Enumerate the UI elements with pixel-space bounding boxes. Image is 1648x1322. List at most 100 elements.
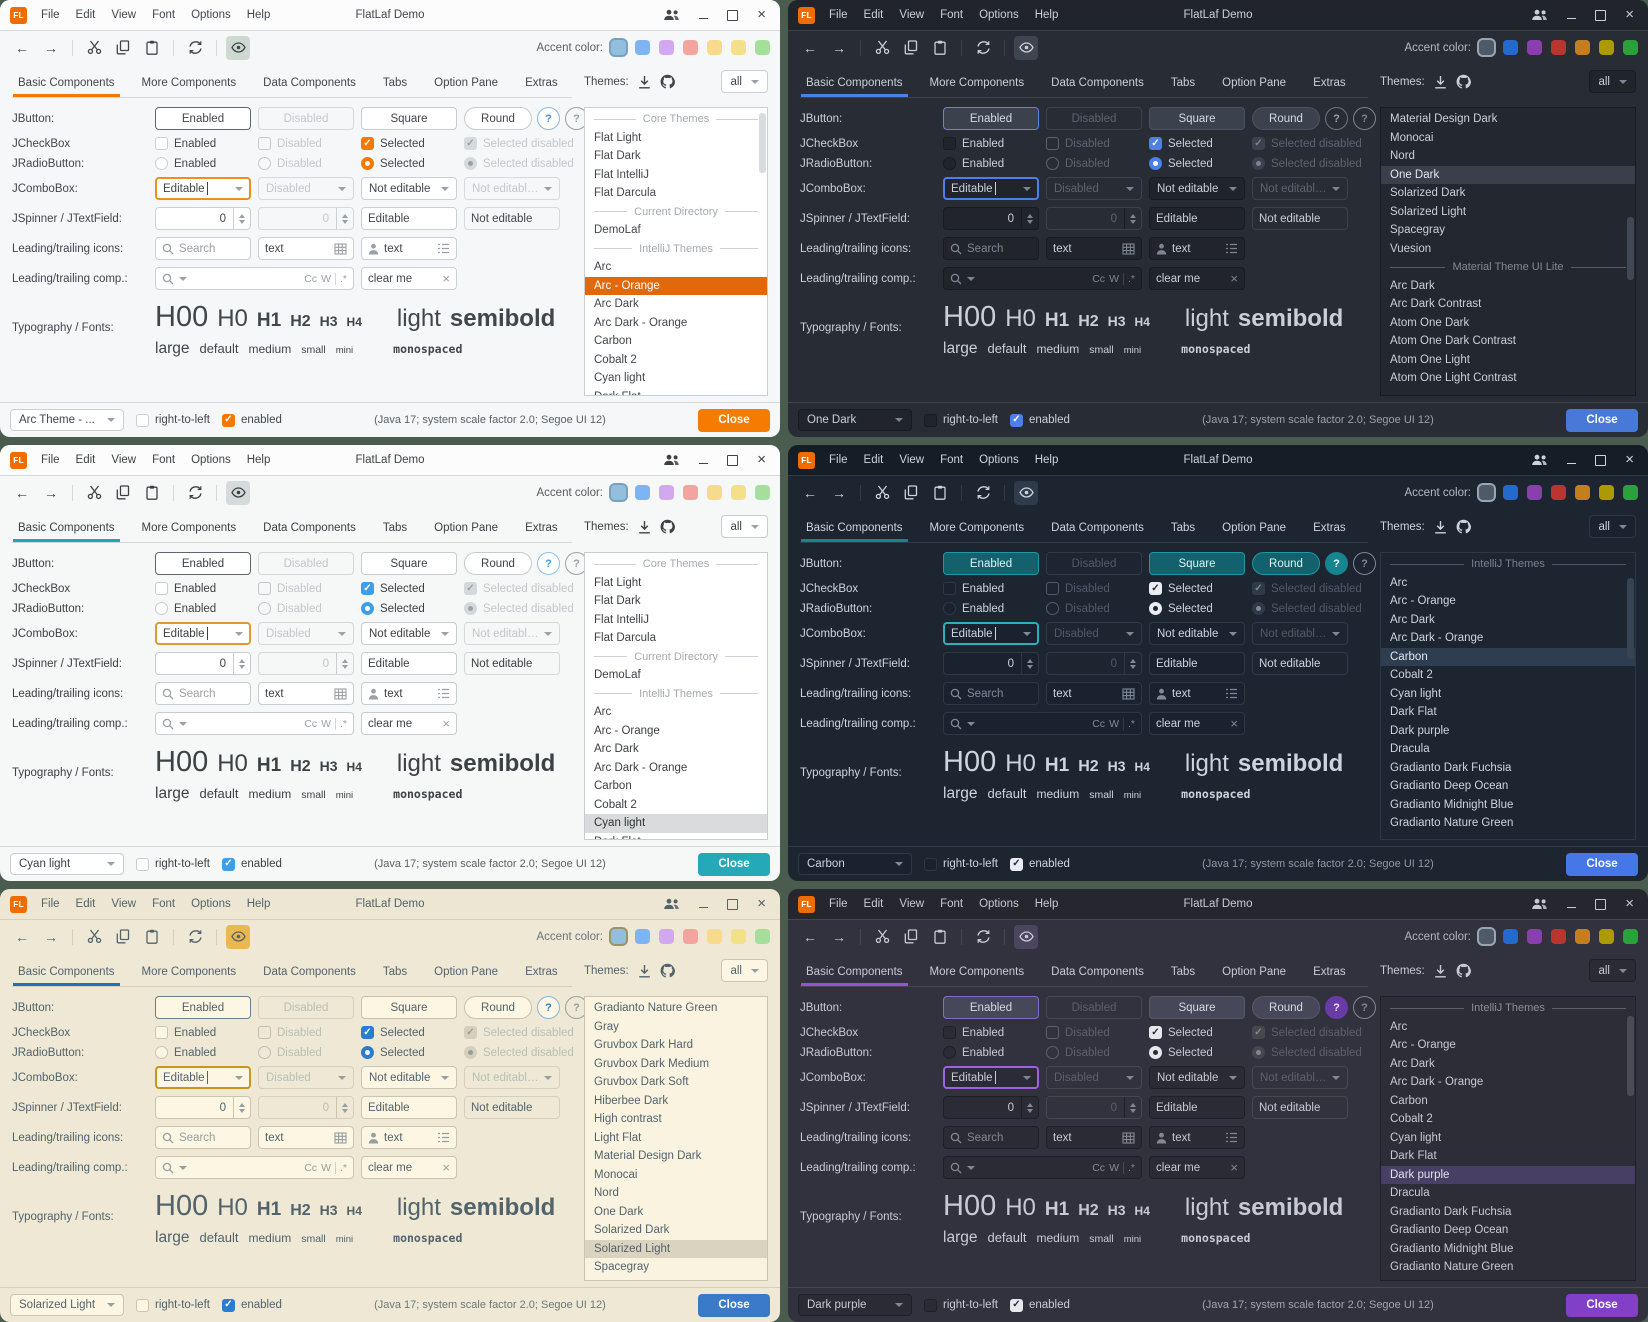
help-button-secondary[interactable]: ? <box>1353 552 1376 575</box>
match-case-option[interactable]: Cc <box>304 717 318 730</box>
theme-select[interactable]: Cyan light <box>10 853 124 875</box>
forward-icon[interactable]: → <box>832 928 846 945</box>
list-scrollbar-thumb[interactable] <box>1627 216 1634 281</box>
menu-edit[interactable]: Edit <box>75 9 96 21</box>
chevron-down-icon[interactable] <box>179 276 187 281</box>
square-button[interactable]: Square <box>361 107 457 130</box>
themes-list-item[interactable]: Gradianto Nature Green <box>1390 817 1514 829</box>
accent-swatch-5[interactable] <box>1599 929 1614 944</box>
text-field-user-list[interactable]: text <box>361 237 457 260</box>
clear-me-input[interactable]: clear me × <box>361 712 457 735</box>
themes-list-item[interactable]: Cobalt 2 <box>1390 669 1433 681</box>
accent-swatch-1[interactable] <box>635 929 650 944</box>
refresh-icon[interactable] <box>183 925 207 949</box>
paste-icon[interactable] <box>928 925 952 949</box>
menu-font[interactable]: Font <box>940 454 964 466</box>
users-icon[interactable] <box>1531 9 1548 21</box>
themes-list-item[interactable]: Arc Dark <box>594 743 639 755</box>
list-scrollbar-thumb[interactable] <box>1627 1015 1634 1096</box>
themes-list-item[interactable]: Monocai <box>1390 131 1434 144</box>
themes-list-item[interactable]: Gradianto Nature Green <box>1390 1261 1514 1273</box>
match-options[interactable]: Cc W .* <box>1092 1161 1135 1174</box>
whole-word-option[interactable]: W <box>321 272 331 285</box>
accent-swatch-3[interactable] <box>1551 929 1566 944</box>
tab-tabs[interactable]: Tabs <box>1170 966 1196 978</box>
accent-swatch-1[interactable] <box>1503 485 1518 500</box>
enabled-button[interactable]: Enabled <box>155 107 251 130</box>
textfield-editable[interactable]: Editable <box>361 652 457 675</box>
spinner[interactable]: 0 <box>943 1096 1039 1119</box>
match-case-option[interactable]: Cc <box>1092 717 1106 730</box>
spinner[interactable]: 0 <box>155 207 251 230</box>
refresh-icon[interactable] <box>971 36 995 60</box>
themes-list-item[interactable]: Gradianto Dark Fuchsia <box>1390 1205 1512 1218</box>
checkbox-selected[interactable]: ✓ Selected <box>1149 137 1245 150</box>
clear-me-input[interactable]: clear me × <box>361 1156 457 1179</box>
accent-swatch-1[interactable] <box>1503 40 1518 55</box>
themes-list-item[interactable]: Carbon <box>594 780 632 792</box>
themes-list-item[interactable]: Gradianto Nature Green <box>594 1002 718 1014</box>
download-icon[interactable] <box>1434 520 1447 534</box>
chevron-down-icon[interactable] <box>967 276 975 281</box>
themes-list-item[interactable]: Gradianto Midnight Blue <box>1390 798 1514 811</box>
copy-icon[interactable] <box>111 481 135 505</box>
cut-icon[interactable] <box>870 925 894 949</box>
themes-list-item[interactable]: Solarized Light <box>1390 205 1467 218</box>
tab-tabs[interactable]: Tabs <box>1170 77 1196 89</box>
github-icon[interactable] <box>1456 74 1471 89</box>
eye-toggle-icon[interactable] <box>1014 35 1038 60</box>
enabled-button[interactable]: Enabled <box>943 107 1039 130</box>
themes-list-item[interactable]: Arc Dark <box>1390 279 1435 292</box>
refresh-icon[interactable] <box>971 925 995 949</box>
forward-icon[interactable]: → <box>44 39 58 56</box>
paste-icon[interactable] <box>140 36 164 60</box>
themes-list-item[interactable]: Carbon <box>1390 1094 1428 1107</box>
text-field-user-list[interactable]: text <box>361 682 457 705</box>
radio-enabled[interactable]: Enabled <box>155 1046 251 1059</box>
checkbox-enabled[interactable]: Enabled <box>155 582 251 595</box>
themes-list-item[interactable]: Cyan light <box>585 814 767 833</box>
text-field-user-list[interactable]: text <box>1149 237 1245 260</box>
download-icon[interactable] <box>638 964 651 978</box>
themes-list-item[interactable]: Flat Darcula <box>594 632 656 644</box>
themes-list-item[interactable]: Arc <box>594 261 612 273</box>
minimize-button[interactable] <box>699 11 709 19</box>
spinner[interactable]: 0 <box>155 652 251 675</box>
menu-view[interactable]: View <box>111 9 137 21</box>
themes-list-item[interactable]: Cobalt 2 <box>1390 1113 1433 1125</box>
clear-icon[interactable]: × <box>442 1160 450 1175</box>
themes-list-item[interactable]: Dracula <box>1390 1187 1430 1199</box>
match-options[interactable]: Cc W .* <box>1092 272 1135 285</box>
tab-option-pane[interactable]: Option Pane <box>434 966 499 978</box>
copy-icon[interactable] <box>899 36 923 60</box>
menu-edit[interactable]: Edit <box>863 454 884 466</box>
combobox-editable[interactable]: Editable <box>943 177 1039 200</box>
themes-list-item[interactable]: Atom One Dark <box>1390 316 1470 329</box>
radio-selected[interactable]: Selected <box>1149 157 1245 170</box>
help-button[interactable]: ? <box>537 996 560 1019</box>
close-window-button[interactable]: × <box>757 895 766 912</box>
search-input[interactable]: Search <box>155 1126 251 1149</box>
help-button-secondary[interactable]: ? <box>1353 107 1376 130</box>
combobox-editable[interactable]: Editable <box>155 622 251 645</box>
enabled-checkbox[interactable]: ✓ enabled <box>221 413 282 427</box>
whole-word-option[interactable]: W <box>1109 272 1119 285</box>
menu-edit[interactable]: Edit <box>75 898 96 910</box>
tab-more-components[interactable]: More Components <box>141 77 237 89</box>
menu-file[interactable]: File <box>829 454 848 466</box>
accent-swatch-0[interactable] <box>611 929 626 944</box>
themes-list-item[interactable]: DemoLaf <box>594 224 641 236</box>
radio-selected[interactable]: Selected <box>361 157 457 170</box>
refresh-icon[interactable] <box>183 481 207 505</box>
themes-list-item[interactable]: Flat Dark <box>594 150 641 162</box>
themes-list-item[interactable]: Nord <box>1390 150 1415 162</box>
github-icon[interactable] <box>1456 963 1471 978</box>
themes-list-item[interactable]: High contrast <box>594 1113 662 1125</box>
github-icon[interactable] <box>660 74 675 89</box>
tab-extras[interactable]: Extras <box>525 966 558 978</box>
download-icon[interactable] <box>1434 964 1447 978</box>
match-case-option[interactable]: Cc <box>304 1161 318 1174</box>
match-options[interactable]: Cc W .* <box>304 272 347 285</box>
chevron-down-icon[interactable] <box>179 721 187 726</box>
round-button[interactable]: Round <box>1252 552 1320 575</box>
